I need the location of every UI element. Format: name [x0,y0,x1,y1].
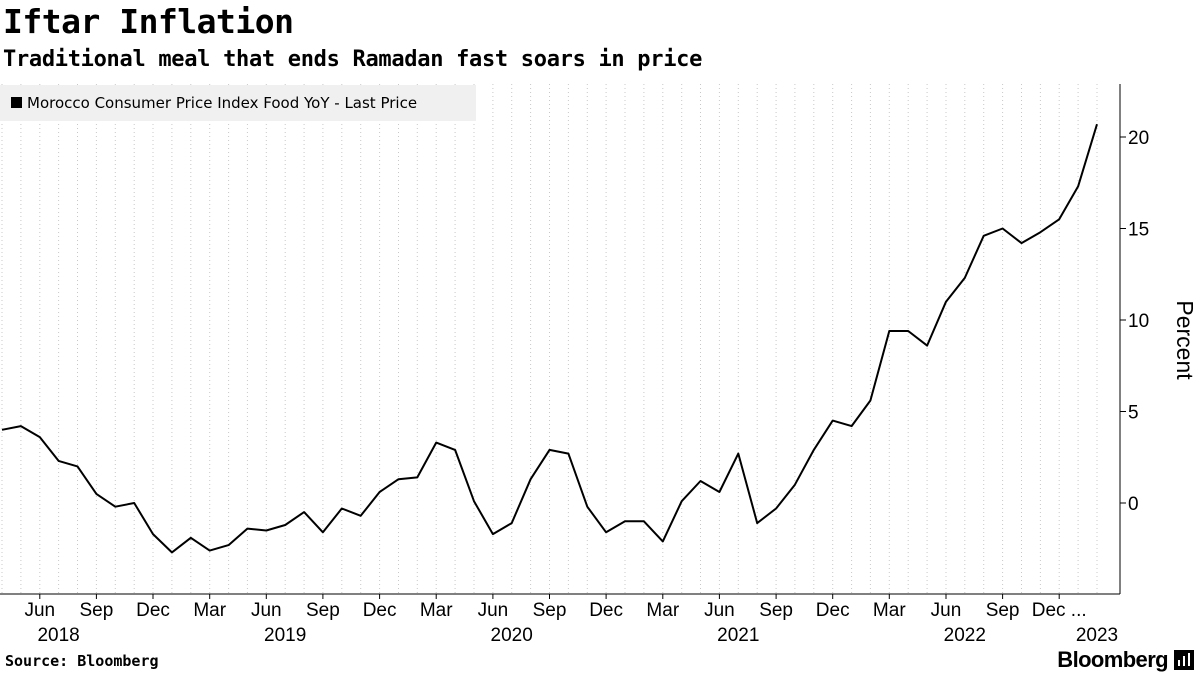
legend: Morocco Consumer Price Index Food YoY - … [0,85,476,121]
y-tick-label: 0 [1128,494,1139,515]
x-tick-label: Sep [986,600,1020,621]
x-tick-label: Dec [363,600,397,621]
source-note: Source: Bloomberg [5,652,159,670]
x-tick-label: Dec [816,600,850,621]
x-tick-label: Dec [136,600,170,621]
x-year-label: 2022 [944,625,986,646]
x-tick-label: Mar [193,600,226,621]
x-year-label: 2018 [37,625,79,646]
x-tick-label: Dec ... [1032,600,1087,621]
x-tick-label: Mar [646,600,679,621]
x-tick-label: Dec [589,600,623,621]
y-axis-labels: 0 5 10 15 20 [1120,128,1149,515]
axes [0,84,1120,594]
gridlines [2,84,1097,594]
y-tick-label: 5 [1128,403,1139,424]
x-tick-label: Mar [420,600,453,621]
x-tick-label: Sep [533,600,567,621]
legend-swatch [11,97,22,108]
y-tick-label: 20 [1128,128,1149,149]
x-tick-label: Sep [306,600,340,621]
bloomberg-bars-icon [1174,650,1194,670]
legend-label: Morocco Consumer Price Index Food YoY - … [27,94,417,112]
x-tick-label: Sep [759,600,793,621]
x-year-label: 2023 [1076,625,1118,646]
x-year-label: 2021 [717,625,759,646]
y-axis-title: Percent [1172,300,1198,380]
y-tick-label: 10 [1128,311,1149,332]
y-tick-label: 15 [1128,220,1149,241]
x-tick-label: Jun [704,600,735,621]
x-tick-label: Jun [251,600,282,621]
x-tick-label: Sep [79,600,113,621]
x-tick-label: Jun [478,600,509,621]
x-year-label: 2019 [264,625,306,646]
x-year-label: 2020 [491,625,533,646]
x-tick-label: Jun [24,600,55,621]
bloomberg-logo: Bloomberg [1057,648,1168,672]
x-tick-label: Mar [873,600,906,621]
x-tick-label: Jun [931,600,962,621]
x-axis-labels: Jun Sep Dec Mar Jun Sep Dec Mar Jun Sep Dec Mar Jun S… [24,594,1118,646]
